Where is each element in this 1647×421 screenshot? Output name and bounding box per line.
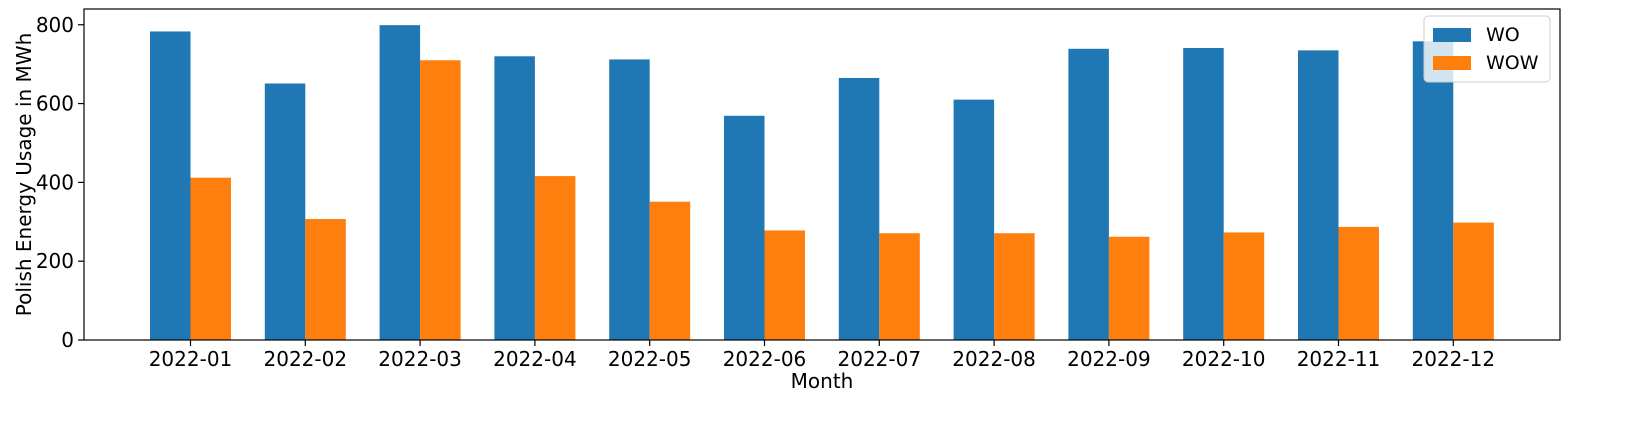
x-axis-label: Month — [791, 369, 854, 393]
y-tick-label: 0 — [61, 328, 74, 352]
bar-wow-2022-08 — [994, 233, 1035, 340]
bar-wo-2022-08 — [953, 99, 995, 340]
bar-wo-2022-02 — [264, 83, 306, 340]
legend-label-wow: WOW — [1486, 52, 1539, 74]
bar-wo-2022-10 — [1183, 48, 1224, 341]
bar-wo-2022-06 — [724, 115, 765, 341]
legend-swatch-wow — [1433, 56, 1471, 70]
x-tick-label: 2022-04 — [493, 347, 577, 371]
bar-wo-2022-05 — [609, 59, 650, 340]
x-tick-label: 2022-10 — [1182, 347, 1266, 371]
bar-wo-2022-12 — [1412, 41, 1454, 341]
bar-wow-2022-04 — [534, 176, 576, 340]
bar-wow-2022-01 — [190, 177, 231, 340]
bar-wo-2022-03 — [379, 25, 421, 341]
bar-wow-2022-11 — [1338, 226, 1379, 340]
plot-frame — [83, 8, 1561, 341]
bar-wo-2022-09 — [1068, 48, 1109, 341]
x-tick-label: 2022-05 — [608, 347, 692, 371]
y-axis: 0 200 400 600 800 — [36, 13, 84, 352]
y-tick-label: 600 — [36, 92, 74, 116]
legend: WO WOW — [1423, 15, 1551, 83]
legend-swatch-wo — [1433, 28, 1471, 42]
y-axis-label: Polish Energy Usage in MWh — [12, 33, 36, 317]
x-tick-label: 2022-02 — [264, 347, 348, 371]
bar-wo-2022-07 — [838, 77, 880, 340]
bar-wow-2022-12 — [1453, 222, 1494, 340]
bars — [150, 25, 1494, 341]
bar-wow-2022-02 — [305, 219, 346, 340]
bar-wow-2022-07 — [879, 233, 920, 340]
bar-wow-2022-05 — [649, 201, 691, 340]
x-tick-label: 2022-08 — [952, 347, 1036, 371]
x-tick-label: 2022-12 — [1412, 347, 1496, 371]
bar-wo-2022-01 — [150, 31, 191, 340]
y-tick-label: 800 — [36, 13, 74, 37]
y-tick-label: 400 — [36, 170, 74, 194]
x-tick-label: 2022-11 — [1297, 347, 1381, 371]
x-tick-label: 2022-03 — [378, 347, 462, 371]
x-tick-label: 2022-09 — [1067, 347, 1151, 371]
x-tick-label: 2022-01 — [149, 347, 233, 371]
x-axis: 2022-01 2022-02 2022-03 2022-04 2022-05 2022-… — [149, 340, 1495, 371]
bar-wo-2022-04 — [494, 56, 535, 341]
y-tick-label: 200 — [36, 249, 74, 273]
bar-wow-2022-10 — [1223, 232, 1265, 340]
bar-wow-2022-06 — [764, 230, 805, 340]
x-tick-label: 2022-06 — [723, 347, 807, 371]
legend-label-wo: WO — [1486, 24, 1520, 46]
bar-wo-2022-11 — [1298, 50, 1339, 340]
bar-wow-2022-03 — [420, 60, 461, 340]
x-tick-label: 2022-07 — [838, 347, 922, 371]
bar-wow-2022-09 — [1108, 236, 1150, 340]
